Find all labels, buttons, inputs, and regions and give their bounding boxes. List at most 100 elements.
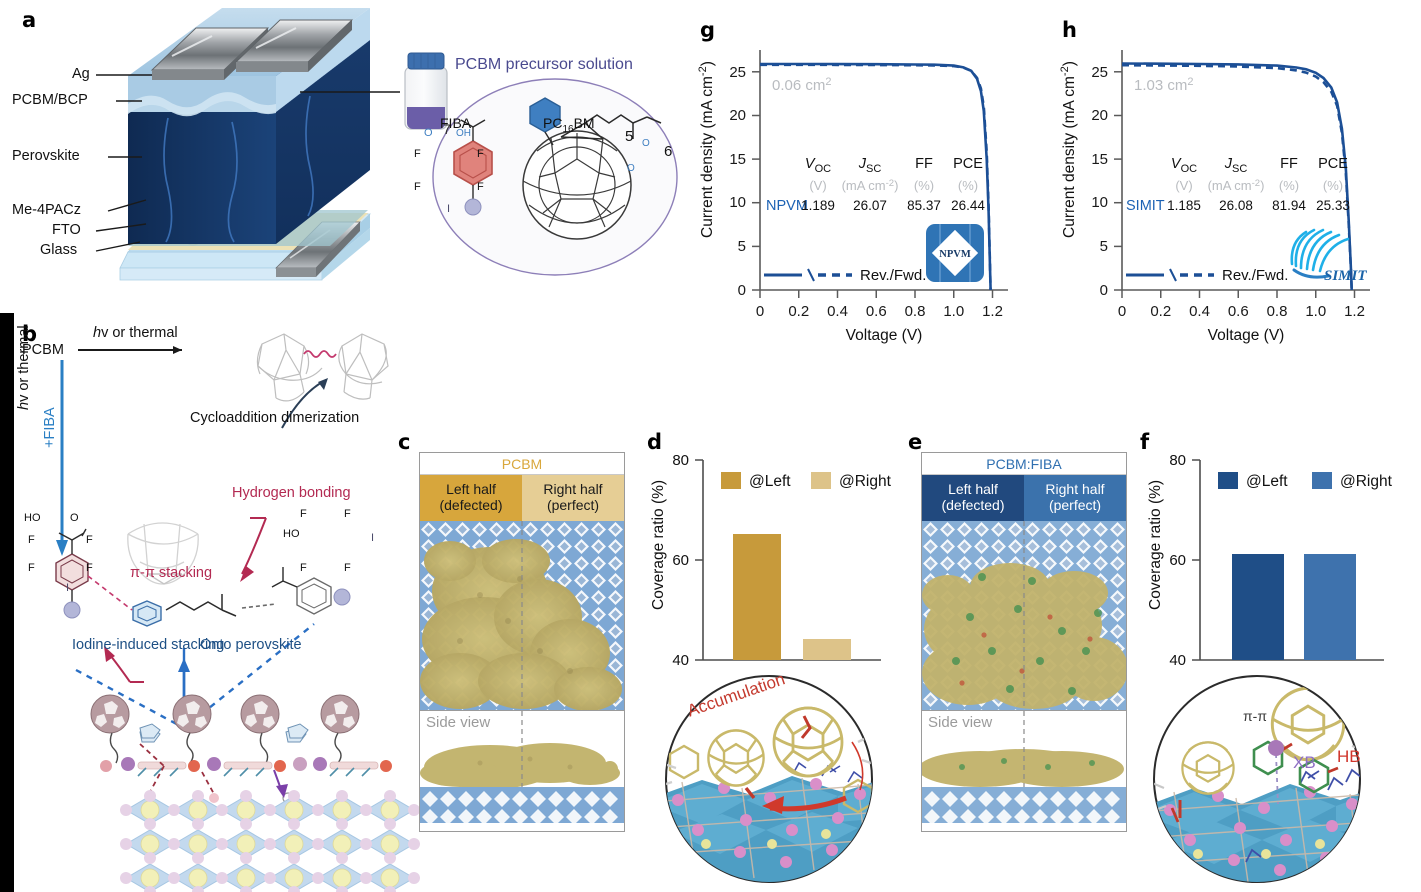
panel-h-xtick-08: 0.8 xyxy=(1267,303,1288,320)
panel-c-left-half: Left half (defected) xyxy=(420,475,522,521)
panel-f-ytick-80: 80 xyxy=(1169,452,1186,469)
panel-f-legend-swatch-right xyxy=(1312,472,1332,489)
panel-c-left-line1: Left half xyxy=(446,481,496,498)
panel-letter-c: c xyxy=(398,430,411,454)
panel-letter-a: a xyxy=(22,8,37,32)
panel-g-value-pce: 26.44 xyxy=(951,198,985,213)
panel-g-area-label: 0.06 cm2 xyxy=(772,76,831,94)
panel-f-inset xyxy=(1150,672,1364,886)
panel-b-dimerization-label: Cycloaddition dimerization xyxy=(190,410,360,426)
panel-c-right-half: Right half (perfect) xyxy=(522,475,624,521)
atom-label-o-left: O xyxy=(424,127,433,139)
panel-f-ylabel: Coverage ratio (%) xyxy=(1147,480,1164,610)
panel-g-xtick-0: 0 xyxy=(756,303,764,320)
panel-e-halves: Left half (defected) Right half (perfect… xyxy=(922,475,1126,521)
fiba-label: FIBA xyxy=(440,115,472,131)
panel-e-top-view xyxy=(922,521,1126,711)
atom-label-f3: F xyxy=(414,181,421,193)
panel-h-xlabel: Voltage (V) xyxy=(1208,327,1285,344)
panel-b-atom-f-c: F xyxy=(28,562,35,574)
panel-g-header-ff: FF xyxy=(915,156,933,172)
panel-e-right-half: Right half (perfect) xyxy=(1024,475,1126,521)
panel-d-legend-swatch-left xyxy=(721,472,741,489)
panel-g-ytick-0: 0 xyxy=(738,282,746,299)
panel-h-area-sup: 2 xyxy=(1187,76,1193,88)
atom-label-f1: F xyxy=(414,148,421,160)
panel-h-device-name: SIMIT xyxy=(1126,198,1165,214)
panel-letter-e: e xyxy=(908,430,923,454)
panel-d-legend-label-right: @Right xyxy=(839,473,892,490)
panel-h-ytick-25: 25 xyxy=(1091,64,1108,81)
panel-g-npvm-logo: NPVM xyxy=(926,224,984,282)
panel-e-left-line1: Left half xyxy=(948,481,998,498)
panel-e-sim-box: PCBM:FIBA Left half (defected) Right hal… xyxy=(921,452,1127,832)
panel-d-ytick-40: 40 xyxy=(672,652,689,669)
panel-c-halves: Left half (defected) Right half (perfect… xyxy=(420,475,624,521)
atom-label-oh: OH xyxy=(456,128,471,139)
panel-c-side-view xyxy=(420,711,624,831)
panel-b-pcbm-start-label: PCBM xyxy=(22,342,64,358)
panel-g-ylabel: Current density (mA cm-2) xyxy=(697,61,716,238)
panel-b-onto-perovskite-label: Onto perovskite xyxy=(200,637,302,653)
panel-g-xtick-10: 1.0 xyxy=(943,303,964,320)
panel-g-area-main: 0.06 cm xyxy=(772,77,825,94)
panel-h-header-ff: FF xyxy=(1280,156,1298,172)
panel-h-curve-rev xyxy=(1121,62,1353,291)
panel-h-xtick-10: 1.0 xyxy=(1305,303,1326,320)
panel-g-ytick-25: 25 xyxy=(729,64,746,81)
panel-d-ytick-60: 60 xyxy=(672,552,689,569)
panel-d-bar-right xyxy=(803,639,851,660)
panel-b-iodine-stacking-label: Iodine-induced stacking xyxy=(72,637,225,653)
panel-h-xtick-06: 0.6 xyxy=(1228,303,1249,320)
panel-g-ytick-15: 15 xyxy=(729,151,746,168)
layer-label-fto: FTO xyxy=(52,222,81,238)
panel-h-unit-pce: (%) xyxy=(1323,178,1343,193)
atom-label-carbonyl-o: O xyxy=(627,163,635,174)
panel-h-xtick-12: 1.2 xyxy=(1344,303,1365,320)
panel-h-area-main: 1.03 cm xyxy=(1134,77,1187,94)
panel-letter-g: g xyxy=(700,18,716,42)
panel-h-ylabel-sup: -2 xyxy=(1059,66,1071,76)
panel-g-ytick-10: 10 xyxy=(729,194,746,211)
panel-c-left-line2: (defected) xyxy=(439,497,503,513)
panel-c-right-line1: Right half xyxy=(543,481,603,498)
panel-e-left-half: Left half (defected) xyxy=(922,475,1024,521)
pcbm-label: PC16BM xyxy=(543,115,595,135)
panel-g-jv-chart: 0 5 10 15 20 25 0 0.2 0.4 0.6 0.8 1.0 1.… xyxy=(690,28,1030,348)
panel-b-atom-o: O xyxy=(70,512,79,524)
panel-b-atom-i2: I xyxy=(371,532,375,544)
panel-h-simit-logo: SIMIT xyxy=(1290,228,1367,284)
panel-b-atom-ho: HO xyxy=(24,512,41,524)
panel-f-legend-label-left: @Left xyxy=(1246,473,1288,490)
panel-d-legend-label-left: @Left xyxy=(749,473,791,490)
panel-b-atom-f-a: F xyxy=(28,534,35,546)
layer-label-glass: Glass xyxy=(40,242,78,258)
panel-g-curve-rev xyxy=(760,62,992,291)
panel-a-device-diagram xyxy=(0,0,700,320)
atom-label-f2: F xyxy=(477,148,484,160)
panel-g-ytick-5: 5 xyxy=(738,238,746,255)
panel-h-value-voc: 1.185 xyxy=(1167,198,1201,213)
panel-b-atom-f-e: F xyxy=(300,508,307,520)
panel-e-right-line1: Right half xyxy=(1045,481,1105,498)
panel-d-bar-left xyxy=(733,534,781,660)
panel-d-ylabel: Coverage ratio (%) xyxy=(650,480,667,610)
panel-d-inset xyxy=(662,672,876,886)
edge-bar xyxy=(0,313,14,892)
panel-b-atom-f-d: F xyxy=(86,562,93,574)
pcbm-label-sub: 16 xyxy=(562,123,574,135)
panel-h-legend-label: Rev./Fwd. xyxy=(1222,267,1288,284)
layer-label-me4pacz: Me-4PACz xyxy=(12,202,82,218)
panel-h-ytick-5: 5 xyxy=(1100,238,1108,255)
panel-h-xtick-04: 0.4 xyxy=(1189,303,1210,320)
panel-h-ytick-0: 0 xyxy=(1100,282,1108,299)
panel-b-atom-f-f: F xyxy=(344,508,351,520)
panel-g-xlabel: Voltage (V) xyxy=(846,327,923,344)
panel-h-unit-jsc: (mA cm-2) xyxy=(1208,178,1265,193)
panel-b-atom-f-g: F xyxy=(300,562,307,574)
panel-g-logo-text: NPVM xyxy=(939,249,971,260)
panel-d-ytick-80: 80 xyxy=(672,452,689,469)
panel-h-logo-text: SIMIT xyxy=(1324,268,1367,284)
panel-e-side-view xyxy=(922,711,1126,831)
panel-g-legend-label: Rev./Fwd. xyxy=(860,267,926,284)
